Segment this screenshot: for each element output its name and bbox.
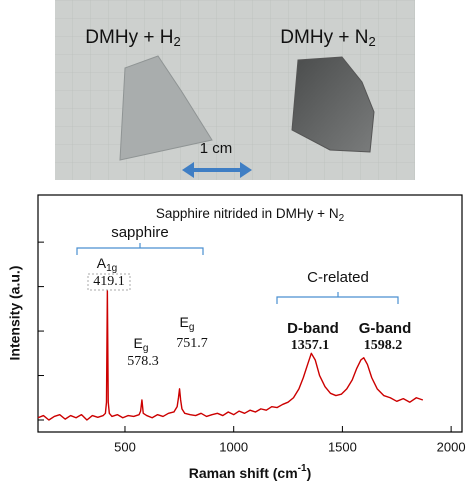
brackets [76,243,399,304]
peak-value: 751.7 [176,336,208,351]
peak-value: 1357.1 [291,338,330,353]
band-name: D-band [287,320,339,337]
peak-value: 1598.2 [364,338,403,353]
chart-title: Sapphire nitrided in DMHy + N2 [156,206,345,224]
photo: DMHy + H2 DMHy + N2 1 cm [55,0,415,180]
peak-symbol: Eg [134,335,149,354]
peak-value: 578.3 [127,354,159,369]
peak-symbol: Eg [180,314,195,333]
x-tick-label: 2000 [437,439,466,454]
peak-symbol: A1g [97,255,117,274]
x-axis-label: Raman shift (cm-1) [189,463,312,481]
group-label: C-related [307,269,369,286]
band-name: G-band [359,320,412,337]
sample-n2 [291,56,375,153]
value-box [87,273,131,291]
sample-h2 [119,55,213,161]
scale-arrow [182,162,252,178]
sample-label: DMHy + H2 [85,27,180,49]
chart: Sapphire nitrided in DMHy + N2 Raman shi… [7,194,466,481]
spectrum-line [37,290,424,421]
y-axis-label: Intensity (a.u.) [7,266,23,361]
x-tick-label: 1500 [328,439,357,454]
peak-value: 419.1 [93,274,125,289]
sample-label: DMHy + N2 [280,27,375,49]
plot-frame [37,194,463,433]
group-label: sapphire [111,224,169,241]
x-tick-label: 1000 [219,439,248,454]
x-tick-label: 500 [114,439,136,454]
scale-label: 1 cm [200,140,233,157]
